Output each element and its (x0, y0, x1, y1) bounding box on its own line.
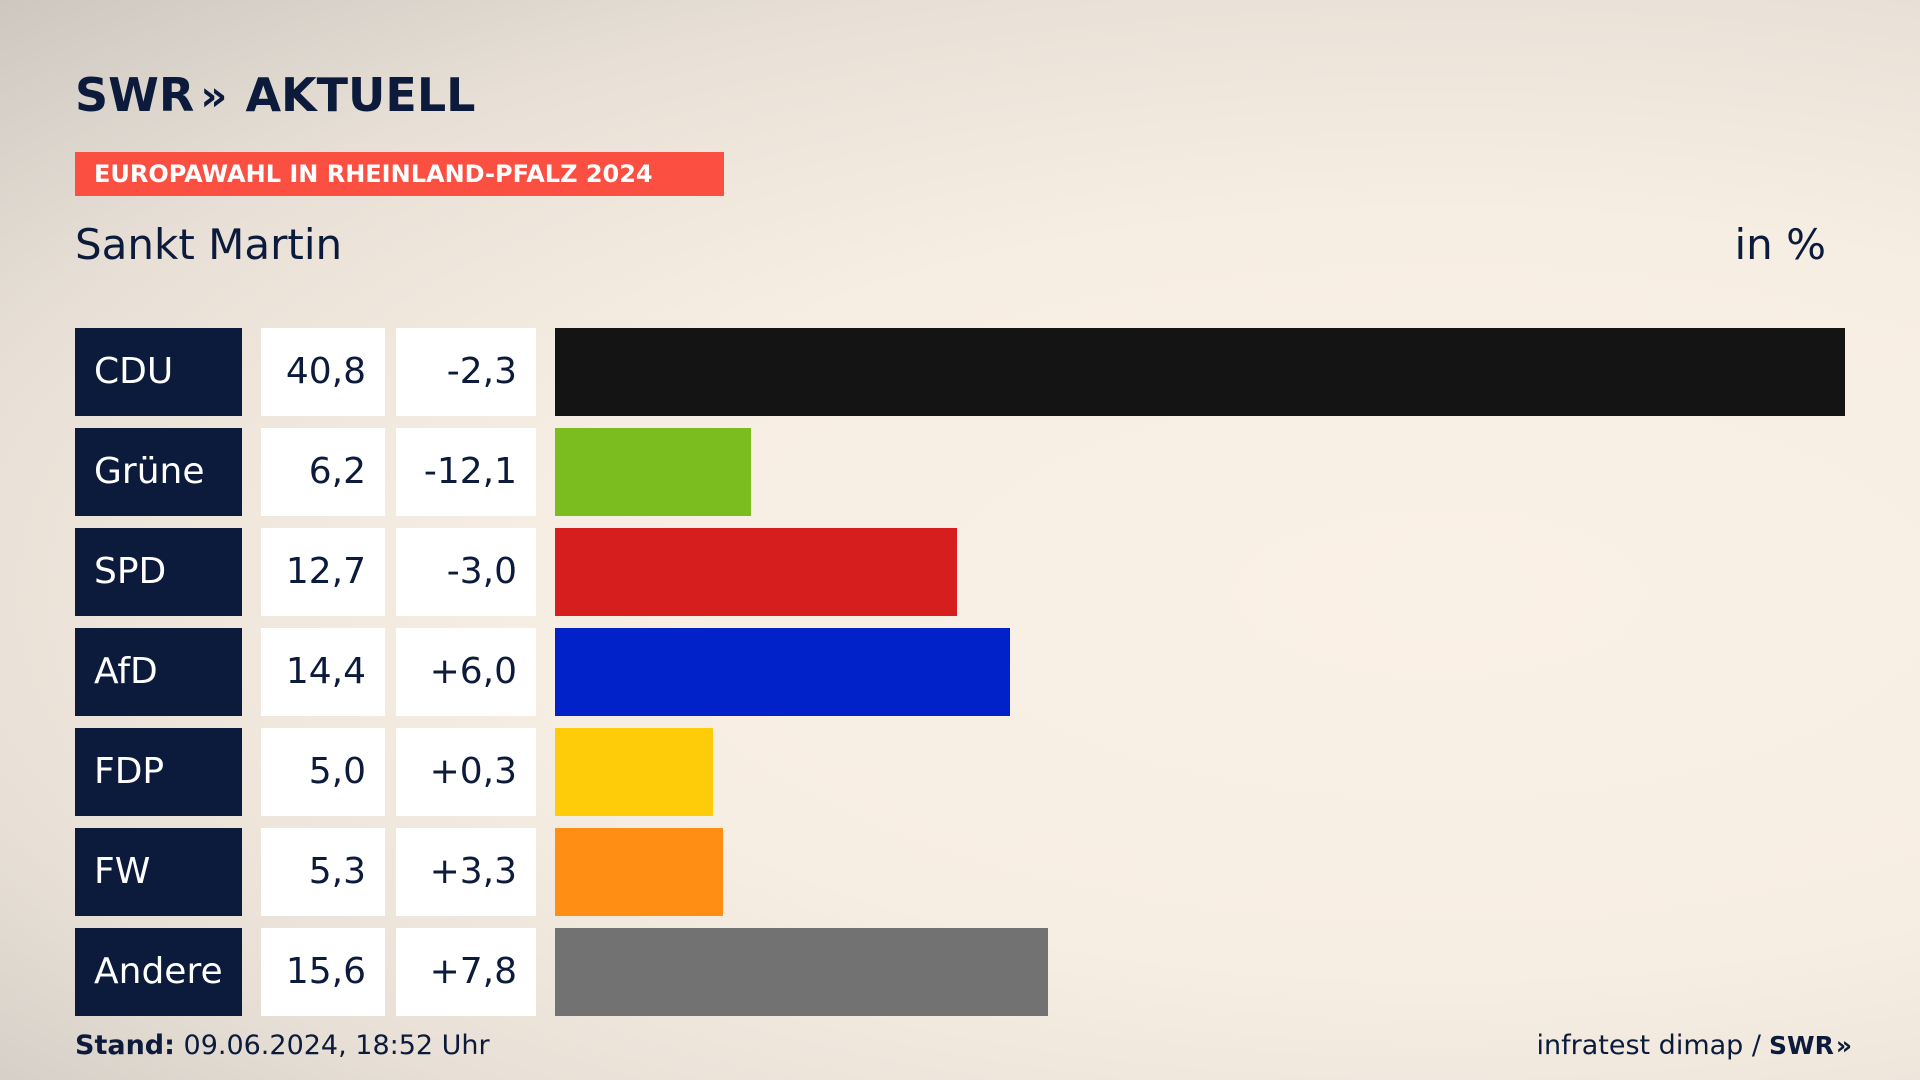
stand-label: Stand: (75, 1030, 175, 1061)
vote-share-value: 6,2 (261, 428, 385, 516)
election-banner: EUROPAWAHL IN RHEINLAND-PFALZ 2024 (75, 152, 724, 196)
party-label: SPD (75, 528, 242, 616)
logo-swr: SWR (75, 68, 195, 122)
change-value: +0,3 (396, 728, 536, 816)
change-value: +3,3 (396, 828, 536, 916)
party-label: CDU (75, 328, 242, 416)
bar-track (555, 428, 1845, 516)
result-row: SPD 12,7 -3,0 (75, 528, 1845, 616)
bar-track (555, 628, 1845, 716)
bar (555, 428, 751, 516)
party-label: Andere (75, 928, 242, 1016)
result-row: CDU 40,8 -2,3 (75, 328, 1845, 416)
bar (555, 828, 723, 916)
bar-track (555, 828, 1845, 916)
change-value: -12,1 (396, 428, 536, 516)
bar-track (555, 928, 1845, 1016)
change-value: -2,3 (396, 328, 536, 416)
vote-share-value: 5,3 (261, 828, 385, 916)
party-label: Grüne (75, 428, 242, 516)
vote-share-value: 5,0 (261, 728, 385, 816)
bar (555, 328, 1845, 416)
result-row: Grüne 6,2 -12,1 (75, 428, 1845, 516)
vote-share-value: 14,4 (261, 628, 385, 716)
vote-share-value: 15,6 (261, 928, 385, 1016)
chart-title: Sankt Martin (75, 220, 343, 269)
bar (555, 628, 1010, 716)
timestamp: Stand: 09.06.2024, 18:52 Uhr (75, 1030, 490, 1061)
unit-label: in % (1734, 220, 1826, 269)
source-text: infratest dimap / (1536, 1030, 1761, 1061)
party-label: AfD (75, 628, 242, 716)
result-row: FDP 5,0 +0,3 (75, 728, 1845, 816)
bar-track (555, 328, 1845, 416)
bar-track (555, 528, 1845, 616)
change-value: +6,0 (396, 628, 536, 716)
bar (555, 528, 957, 616)
swr-small-arrows-icon: » (1835, 1031, 1852, 1060)
party-label: FW (75, 828, 242, 916)
stand-value: 09.06.2024, 18:52 Uhr (183, 1030, 490, 1061)
logo-arrows-icon: » (200, 70, 227, 120)
logo-aktuell: AKTUELL (245, 68, 476, 122)
vote-share-value: 12,7 (261, 528, 385, 616)
source-credit: infratest dimap / SWR» (1536, 1030, 1852, 1061)
swr-aktuell-logo: SWR » AKTUELL (75, 68, 475, 122)
result-row: FW 5,3 +3,3 (75, 828, 1845, 916)
bar-track (555, 728, 1845, 816)
swr-small-text: SWR (1769, 1031, 1834, 1060)
change-value: -3,0 (396, 528, 536, 616)
result-row: Andere 15,6 +7,8 (75, 928, 1845, 1016)
vote-share-value: 40,8 (261, 328, 385, 416)
party-label: FDP (75, 728, 242, 816)
bar (555, 928, 1048, 1016)
change-value: +7,8 (396, 928, 536, 1016)
result-row: AfD 14,4 +6,0 (75, 628, 1845, 716)
swr-small-logo: SWR» (1769, 1031, 1852, 1060)
bar (555, 728, 713, 816)
